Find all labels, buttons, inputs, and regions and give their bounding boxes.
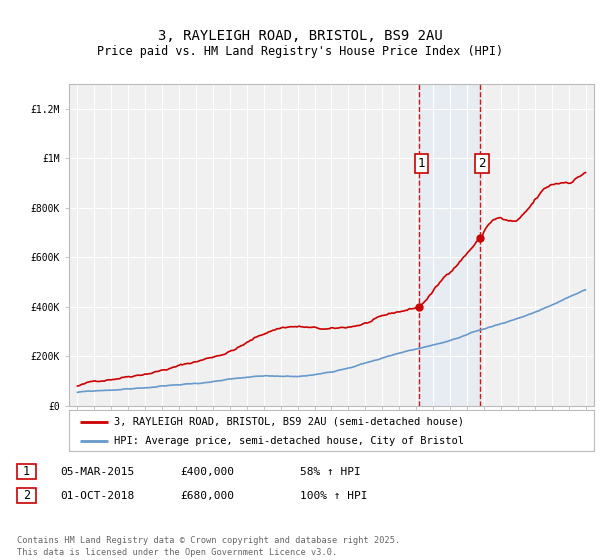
Bar xyxy=(419,84,479,406)
Text: 01-OCT-2018: 01-OCT-2018 xyxy=(60,491,134,501)
Text: 05-MAR-2015: 05-MAR-2015 xyxy=(60,466,134,477)
Text: 2: 2 xyxy=(478,157,486,170)
Text: 2: 2 xyxy=(23,489,30,502)
Text: £680,000: £680,000 xyxy=(180,491,234,501)
Text: 100% ↑ HPI: 100% ↑ HPI xyxy=(300,491,367,501)
Text: HPI: Average price, semi-detached house, City of Bristol: HPI: Average price, semi-detached house,… xyxy=(113,436,464,446)
Text: 1: 1 xyxy=(418,157,425,170)
Text: 58% ↑ HPI: 58% ↑ HPI xyxy=(300,466,361,477)
Text: Price paid vs. HM Land Registry's House Price Index (HPI): Price paid vs. HM Land Registry's House … xyxy=(97,45,503,58)
Text: 3, RAYLEIGH ROAD, BRISTOL, BS9 2AU (semi-detached house): 3, RAYLEIGH ROAD, BRISTOL, BS9 2AU (semi… xyxy=(113,417,464,427)
Text: Contains HM Land Registry data © Crown copyright and database right 2025.
This d: Contains HM Land Registry data © Crown c… xyxy=(17,536,400,557)
Text: 3, RAYLEIGH ROAD, BRISTOL, BS9 2AU: 3, RAYLEIGH ROAD, BRISTOL, BS9 2AU xyxy=(158,29,442,44)
Text: 1: 1 xyxy=(23,465,30,478)
Text: £400,000: £400,000 xyxy=(180,466,234,477)
